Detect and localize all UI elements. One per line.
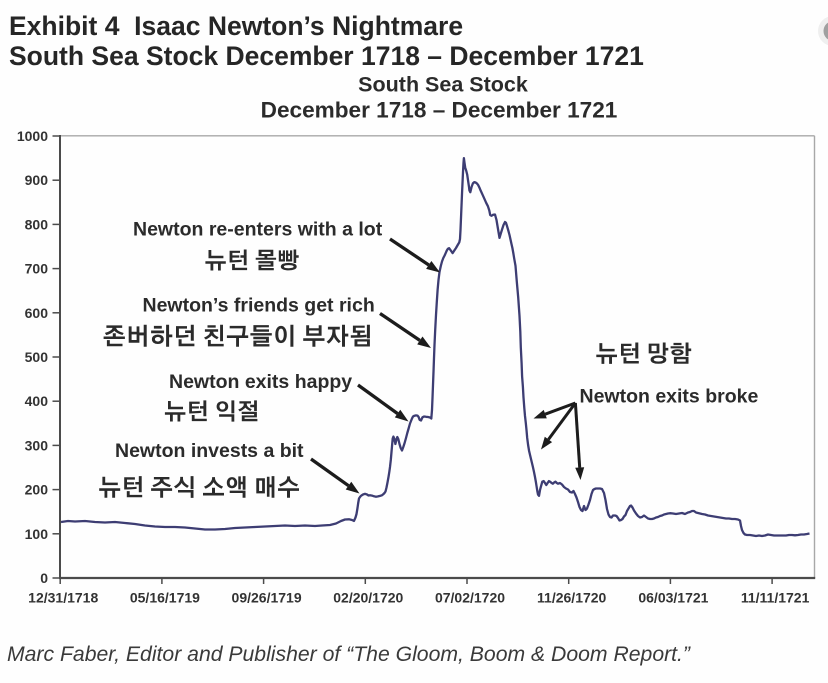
svg-text:200: 200 [25, 482, 49, 498]
svg-text:06/03/1721: 06/03/1721 [638, 590, 708, 606]
svg-text:400: 400 [25, 393, 49, 409]
svg-text:11/11/1721: 11/11/1721 [741, 590, 810, 606]
svg-text:1000: 1000 [17, 128, 48, 144]
svg-text:11/26/1720: 11/26/1720 [537, 590, 607, 606]
svg-text:Newton re-enters with a lot: Newton re-enters with a lot [133, 219, 383, 241]
svg-text:100: 100 [25, 526, 49, 542]
svg-text:Newton exits broke: Newton exits broke [580, 386, 759, 408]
svg-text:900: 900 [25, 172, 49, 188]
svg-text:800: 800 [25, 216, 49, 232]
svg-text:South Sea Stock: South Sea Stock [358, 73, 528, 97]
svg-text:12/31/1718: 12/31/1718 [28, 590, 98, 606]
svg-text:09/26/1719: 09/26/1719 [232, 590, 302, 606]
svg-text:0: 0 [40, 570, 48, 586]
svg-text:Marc Faber, Editor and Publish: Marc Faber, Editor and Publisher of “The… [7, 643, 691, 666]
svg-text:02/20/1720: 02/20/1720 [333, 590, 403, 606]
svg-text:Newton invests a bit: Newton invests a bit [115, 440, 304, 462]
svg-text:December 1718 – December 1721: December 1718 – December 1721 [261, 98, 618, 123]
svg-text:500: 500 [25, 349, 49, 365]
svg-text:Newton’s friends get rich: Newton’s friends get rich [143, 295, 375, 317]
svg-text:700: 700 [25, 261, 49, 277]
svg-text:Exhibit 4 Isaac Newton’s Nigh: Exhibit 4 Isaac Newton’s Nightmare [9, 11, 463, 41]
svg-text:South Sea Stock December 1718: South Sea Stock December 1718 – December… [9, 41, 644, 71]
svg-text:600: 600 [25, 305, 49, 321]
svg-text:05/16/1719: 05/16/1719 [130, 590, 200, 606]
svg-text:07/02/1720: 07/02/1720 [435, 590, 505, 606]
svg-text:300: 300 [25, 437, 49, 453]
svg-text:Newton exits happy: Newton exits happy [169, 371, 352, 393]
